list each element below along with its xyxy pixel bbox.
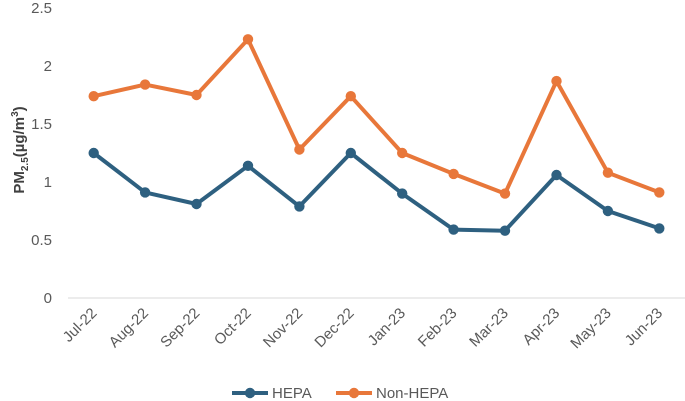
x-tick-label: Nov-22 <box>260 305 306 351</box>
data-point <box>397 188 408 199</box>
y-tick-label: 1 <box>44 174 52 191</box>
series-layer <box>88 34 665 236</box>
y-tick-label: 0 <box>44 290 52 307</box>
y-axis-label-unit-open: (µg/m <box>11 117 28 157</box>
data-point <box>397 147 408 159</box>
x-tick-label: Jul-22 <box>60 305 101 346</box>
data-point <box>88 91 99 102</box>
x-tick-label: Oct-22 <box>211 305 255 349</box>
data-point <box>191 89 202 101</box>
data-point <box>654 187 665 198</box>
legend-marker-swatch <box>348 387 360 399</box>
data-point <box>139 187 151 198</box>
x-tick-label: Sep-22 <box>157 305 203 351</box>
x-tick-label: Mar-23 <box>466 305 512 351</box>
legend-item: Non-HEPA <box>336 385 448 401</box>
y-axis-label-sub: 2.5 <box>20 157 31 171</box>
data-point <box>602 205 614 217</box>
x-tick-label: Jun-23 <box>622 305 666 349</box>
data-point <box>242 160 254 171</box>
y-axis-label-main: PM <box>11 171 28 194</box>
data-point <box>294 201 305 212</box>
series-non-hepa <box>88 34 665 199</box>
data-point <box>242 34 254 45</box>
x-axis-ticks: Jul-22 Aug-22 Sep-22 Oct-22 Nov-22 Dec-22 Jan-… <box>60 305 666 352</box>
x-tick-label: Aug-22 <box>106 305 152 351</box>
y-axis-label-unit-close: ) <box>11 106 28 111</box>
series-line <box>91 37 662 196</box>
data-point <box>88 147 99 159</box>
legend-item: HEPA <box>232 385 312 401</box>
x-tick-label: May-23 <box>567 305 614 352</box>
y-axis-label: PM2.5(µg/m3) <box>10 106 31 193</box>
x-tick-label: Apr-23 <box>519 305 563 349</box>
data-point <box>499 225 511 236</box>
data-point <box>345 147 356 159</box>
data-point <box>448 224 459 235</box>
legend-label: Non-HEPA <box>376 385 448 401</box>
x-tick-label: Jan-23 <box>365 305 409 349</box>
legend: HEPA Non-HEPA <box>232 385 448 401</box>
data-point <box>551 169 562 181</box>
series-line <box>91 151 662 233</box>
y-tick-label: 0.5 <box>31 232 52 249</box>
data-point <box>551 75 562 87</box>
data-point <box>499 188 511 199</box>
y-axis-label-sup: 3 <box>10 111 21 117</box>
data-point <box>602 167 614 178</box>
data-point <box>654 223 665 234</box>
x-tick-label: Dec-22 <box>311 305 357 351</box>
data-point <box>448 168 459 180</box>
legend-marker-swatch <box>244 387 256 399</box>
legend-label: HEPA <box>272 385 312 401</box>
y-axis-ticks: 0 0.5 1 1.5 2 2.5 <box>31 0 52 307</box>
data-point <box>345 91 356 102</box>
data-point <box>191 198 202 210</box>
series-hepa <box>88 147 665 236</box>
y-tick-label: 2.5 <box>31 0 52 17</box>
data-point <box>139 79 151 90</box>
data-point <box>294 144 305 155</box>
x-tick-label: Feb-23 <box>415 305 461 351</box>
y-tick-label: 1.5 <box>31 116 52 133</box>
y-tick-label: 2 <box>44 58 52 75</box>
